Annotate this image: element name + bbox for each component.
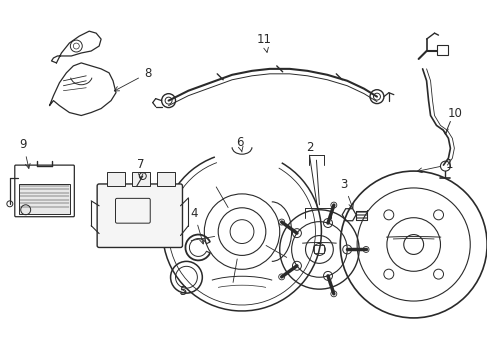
Text: 11: 11	[256, 33, 271, 52]
Text: 2: 2	[306, 141, 313, 154]
Text: 10: 10	[447, 108, 461, 121]
Bar	[19, 184, 70, 214]
Text: 9: 9	[20, 138, 30, 168]
Bar	[436, 45, 447, 55]
Bar	[156, 172, 174, 186]
Text: 1: 1	[416, 158, 452, 173]
Text: 4: 4	[190, 207, 204, 244]
Text: 5: 5	[179, 285, 186, 298]
Text: 8: 8	[114, 67, 151, 91]
Text: 6: 6	[236, 136, 243, 152]
Text: 7: 7	[137, 158, 144, 178]
Text: 3: 3	[340, 178, 353, 208]
FancyBboxPatch shape	[97, 184, 182, 247]
Bar	[132, 172, 149, 186]
Bar	[107, 172, 124, 186]
